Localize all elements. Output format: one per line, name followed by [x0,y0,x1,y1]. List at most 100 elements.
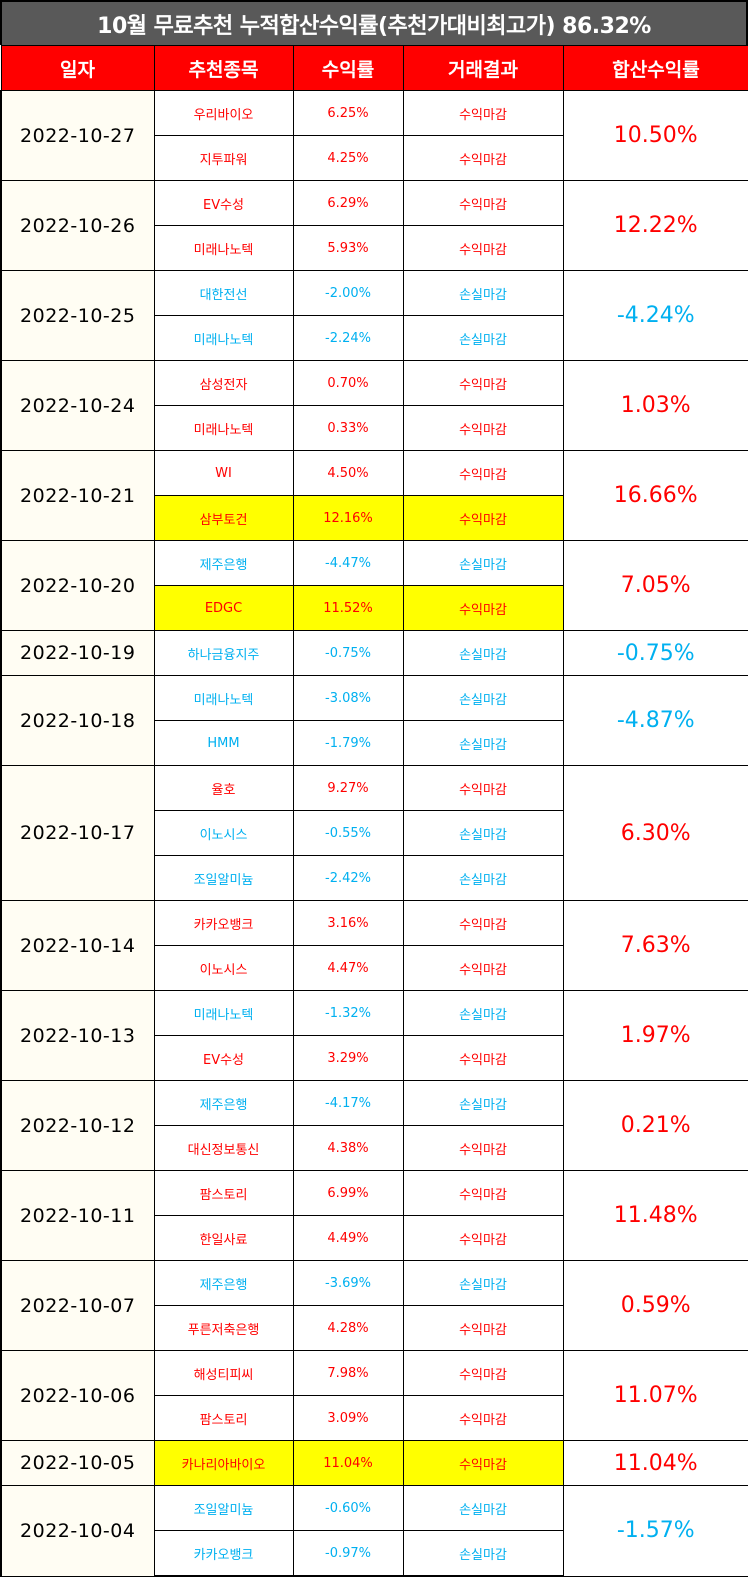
table-row: 이노시스 -0.55% 손실마감 [1,810,748,856]
stock-name-cell: 조일알미늄 [153,1485,294,1531]
stock-name-cell: 이노시스 [153,810,294,856]
table-row: EDGC 11.52% 수익마감 [1,585,748,631]
result-cell: 수익마감 [402,360,564,406]
stock-name-cell: EV수성 [153,1035,294,1081]
result-cell: 수익마감 [402,1440,564,1486]
stock-name-cell: 카카오뱅크 [153,900,294,946]
header-date: 일자 [0,45,155,91]
total-return-cell: 7.05% [562,540,748,631]
date-cell: 2022-10-05 [0,1440,155,1486]
rate-cell: -2.42% [292,855,404,901]
result-cell: 손실마감 [402,540,564,586]
header-result: 거래결과 [402,45,564,91]
result-cell: 수익마감 [402,405,564,451]
date-cell: 2022-10-24 [0,360,155,451]
stock-name-cell: 삼부토건 [153,495,294,541]
stock-name-cell: 우리바이오 [153,90,294,136]
table-row: 2022-10-19 하나금융지주 -0.75% 손실마감 -0.75% [0,630,748,676]
table-row: HMM -1.79% 손실마감 [1,720,748,766]
table-row: 2022-10-05 카나리아바이오 11.04% 수익마감 11.04% [0,1440,748,1486]
rate-cell: 6.29% [292,180,404,226]
rate-cell: -1.32% [292,990,404,1036]
rate-cell: 5.93% [292,225,404,271]
rate-cell: 3.16% [292,900,404,946]
stock-name-cell: 대한전선 [153,270,294,316]
total-return-cell: 12.22% [562,180,748,271]
rate-cell: -2.24% [292,315,404,361]
table-row: 조일알미늄 -2.42% 손실마감 [1,855,748,901]
rate-cell: -0.75% [292,630,404,676]
result-cell: 수익마감 [402,225,564,271]
table-row: 2022-10-25 대한전선 -2.00% 손실마감 -4.24% [0,270,748,361]
result-cell: 수익마감 [402,900,564,946]
result-cell: 수익마감 [402,450,564,496]
result-cell: 손실마감 [402,810,564,856]
result-cell: 수익마감 [402,1170,564,1216]
date-cell: 2022-10-25 [0,270,155,361]
total-return-cell: 7.63% [562,900,748,991]
total-return-cell: 0.21% [562,1080,748,1171]
rate-cell: -3.08% [292,675,404,721]
result-cell: 수익마감 [402,180,564,226]
stock-name-cell: 한일사료 [153,1215,294,1261]
table-row: 카카오뱅크 -0.97% 손실마감 [1,1530,748,1577]
table-row: 2022-10-06 해성티피씨 7.98% 수익마감 11.07% [0,1350,748,1441]
rate-cell: 0.70% [292,360,404,406]
total-return-cell: 11.07% [562,1350,748,1441]
table-row: 푸른저축은행 4.28% 수익마감 [1,1305,748,1351]
rate-cell: 3.09% [292,1395,404,1441]
table-row: 이노시스 4.47% 수익마감 [1,945,748,991]
result-cell: 수익마감 [402,1305,564,1351]
result-cell: 수익마감 [402,1125,564,1171]
sheet-title: 10월 무료추천 누적합산수익률(추천가대비최고가) 86.32% [0,0,748,45]
result-cell: 수익마감 [402,1350,564,1396]
result-cell: 손실마감 [402,675,564,721]
total-return-cell: 11.04% [562,1440,748,1486]
rate-cell: -0.60% [292,1485,404,1531]
result-cell: 수익마감 [402,1395,564,1441]
table-body: 2022-10-27 우리바이오 6.25% 수익마감 10.50% 지투파워 4.25% 수… [0,90,748,1577]
stock-name-cell: EV수성 [153,180,294,226]
date-cell: 2022-10-21 [0,450,155,541]
rate-cell: 6.25% [292,90,404,136]
stock-name-cell: 제주은행 [153,1260,294,1306]
date-cell: 2022-10-18 [0,675,155,766]
header-total: 합산수익률 [562,45,748,91]
stock-name-cell: 미래나노텍 [153,405,294,451]
table-row: 2022-10-24 삼성전자 0.70% 수익마감 1.03% [0,360,748,451]
total-return-cell: -0.75% [562,630,748,676]
table-row: 지투파워 4.25% 수익마감 [1,135,748,181]
stock-name-cell: HMM [153,720,294,766]
result-cell: 수익마감 [402,495,564,541]
date-cell: 2022-10-04 [0,1485,155,1577]
stock-name-cell: 카카오뱅크 [153,1530,294,1577]
stock-name-cell: 이노시스 [153,945,294,991]
rate-cell: 12.16% [292,495,404,541]
table-row: 2022-10-17 율호 9.27% 수익마감 6.30% [0,765,748,901]
stock-name-cell: 지투파워 [153,135,294,181]
stock-name-cell: 카나리아바이오 [153,1440,294,1486]
date-cell: 2022-10-19 [0,630,155,676]
rate-cell: -3.69% [292,1260,404,1306]
stock-name-cell: 율호 [153,765,294,811]
rate-cell: 4.28% [292,1305,404,1351]
rate-cell: -4.47% [292,540,404,586]
date-cell: 2022-10-14 [0,900,155,991]
date-cell: 2022-10-26 [0,180,155,271]
table-row: 2022-10-12 제주은행 -4.17% 손실마감 0.21% [0,1080,748,1171]
result-cell: 손실마감 [402,630,564,676]
stock-name-cell: EDGC [153,585,294,631]
result-cell: 손실마감 [402,1530,564,1577]
table-row: 2022-10-20 제주은행 -4.47% 손실마감 7.05% [0,540,748,631]
rate-cell: 3.29% [292,1035,404,1081]
result-cell: 손실마감 [402,270,564,316]
stock-name-cell: 제주은행 [153,1080,294,1126]
table-row: 대신정보통신 4.38% 수익마감 [1,1125,748,1171]
rate-cell: -1.79% [292,720,404,766]
total-return-cell: 16.66% [562,450,748,541]
total-return-cell: -4.87% [562,675,748,766]
result-cell: 손실마감 [402,1080,564,1126]
rate-cell: -4.17% [292,1080,404,1126]
total-return-cell: 10.50% [562,90,748,181]
date-cell: 2022-10-17 [0,765,155,901]
